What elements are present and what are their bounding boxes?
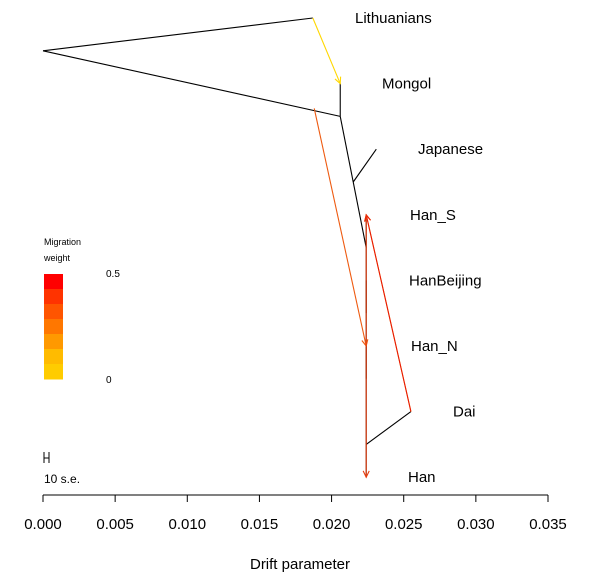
legend-swatch xyxy=(44,289,63,305)
legend-swatch xyxy=(44,349,63,365)
x-tick-label: 0.000 xyxy=(24,516,62,533)
population-label: Lithuanians xyxy=(355,10,432,27)
migration-edge xyxy=(313,108,367,347)
migration-edge xyxy=(312,17,341,84)
population-labels: Lithuanians Mongol Japanese Han_S HanBeijing… xyxy=(355,10,483,486)
legend-title: weight xyxy=(43,253,71,263)
tree-edges xyxy=(42,17,412,478)
legend: Migration weight 0.5 0 xyxy=(43,237,120,386)
population-label: Japanese xyxy=(418,141,483,158)
x-tick-label: 0.015 xyxy=(241,516,279,533)
x-axis-label: Drift parameter xyxy=(250,556,350,573)
tree-edge xyxy=(42,17,313,52)
x-tick-label: 0.030 xyxy=(457,516,495,533)
population-label: Han_S xyxy=(410,207,456,224)
migration-arrowhead xyxy=(362,470,370,479)
legend-swatch xyxy=(44,334,63,350)
population-label: Dai xyxy=(453,404,476,421)
x-tick-label: 0.025 xyxy=(385,516,423,533)
legend-min-label: 0 xyxy=(106,375,112,386)
population-label: Han xyxy=(408,469,436,486)
migration-arrowhead xyxy=(334,76,342,85)
legend-swatch xyxy=(44,319,63,335)
scale-bar-label: 10 s.e. xyxy=(44,472,80,486)
legend-title: Migration xyxy=(44,237,81,247)
population-label: HanBeijing xyxy=(409,272,482,289)
x-tick-label: 0.005 xyxy=(96,516,134,533)
population-label: Mongol xyxy=(382,76,431,93)
migration-edges xyxy=(312,17,412,479)
x-axis: 0.000 0.005 0.010 0.015 0.020 0.025 0.030 0.035… xyxy=(24,494,567,573)
migration-edge xyxy=(365,214,412,412)
tree-edge xyxy=(352,148,377,183)
legend-swatch xyxy=(44,274,63,290)
tree-edge xyxy=(42,50,341,117)
legend-max-label: 0.5 xyxy=(106,269,120,280)
legend-swatch xyxy=(44,364,63,380)
legend-swatch xyxy=(44,304,63,320)
tree-edge xyxy=(339,116,354,183)
x-tick-label: 0.035 xyxy=(529,516,567,533)
x-tick-label: 0.010 xyxy=(169,516,207,533)
x-tick-label: 0.020 xyxy=(313,516,351,533)
tree-edge xyxy=(365,411,412,445)
tree-edge xyxy=(352,181,367,248)
scale-bar: 10 s.e. xyxy=(43,452,80,486)
population-label: Han_N xyxy=(411,338,458,355)
